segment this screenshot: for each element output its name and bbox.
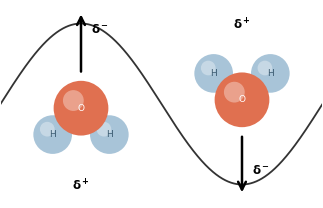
- Circle shape: [257, 61, 272, 75]
- Text: H: H: [210, 69, 217, 78]
- Circle shape: [224, 82, 245, 103]
- Circle shape: [63, 90, 84, 111]
- Circle shape: [251, 54, 290, 93]
- Circle shape: [201, 61, 215, 75]
- Text: $\mathbf{\delta^+}$: $\mathbf{\delta^+}$: [233, 17, 251, 32]
- Circle shape: [40, 122, 55, 136]
- Text: H: H: [49, 130, 56, 139]
- Circle shape: [194, 54, 233, 93]
- Circle shape: [214, 72, 269, 127]
- Circle shape: [33, 115, 72, 154]
- Text: $\mathbf{\delta^-}$: $\mathbf{\delta^-}$: [252, 163, 270, 177]
- Circle shape: [54, 81, 109, 136]
- Circle shape: [97, 122, 111, 136]
- Circle shape: [90, 115, 129, 154]
- Text: O: O: [78, 104, 85, 113]
- Text: H: H: [106, 130, 113, 139]
- Text: $\mathbf{\delta^-}$: $\mathbf{\delta^-}$: [91, 23, 109, 36]
- Text: $\mathbf{\delta^+}$: $\mathbf{\delta^+}$: [72, 178, 90, 193]
- Text: O: O: [238, 95, 245, 104]
- Text: H: H: [267, 69, 274, 78]
